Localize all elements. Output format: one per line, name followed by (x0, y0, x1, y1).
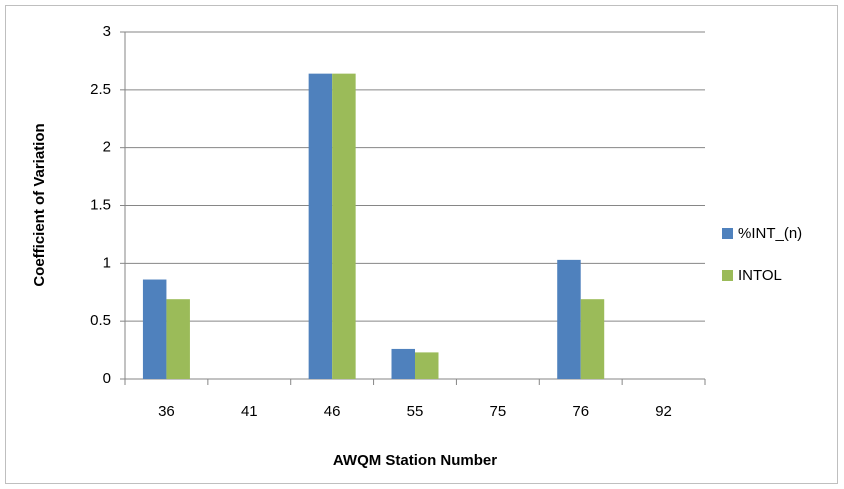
y-axis-title: Coefficient of Variation (31, 123, 48, 286)
y-tick-label: 1.5 (90, 196, 111, 213)
x-tick-label: 46 (324, 403, 341, 420)
bar (332, 73, 356, 379)
legend-label: %INT_(n) (738, 225, 802, 242)
legend-label: INTOL (738, 267, 782, 284)
legend-swatch (722, 228, 733, 239)
chart-border (5, 5, 838, 484)
x-tick-label: 92 (655, 403, 672, 420)
bar (557, 259, 581, 379)
bar (580, 299, 605, 379)
legend-swatch (722, 270, 733, 281)
bar (142, 279, 167, 379)
y-tick-label: 0.5 (90, 312, 111, 329)
bar (415, 352, 439, 379)
y-tick-label: 1 (103, 254, 111, 271)
bar (166, 299, 190, 379)
x-tick-label: 75 (490, 403, 507, 420)
y-tick-label: 2 (103, 139, 111, 156)
y-tick-label: 2.5 (90, 81, 111, 98)
bar (308, 73, 333, 379)
x-tick-label: 55 (407, 403, 424, 420)
bar (391, 348, 415, 379)
x-tick-label: 36 (158, 403, 175, 420)
x-tick-label: 76 (572, 403, 589, 420)
y-tick-label: 3 (103, 23, 111, 40)
x-axis-title: AWQM Station Number (333, 452, 497, 469)
x-tick-label: 41 (241, 403, 258, 420)
y-tick-label: 0 (103, 370, 111, 387)
